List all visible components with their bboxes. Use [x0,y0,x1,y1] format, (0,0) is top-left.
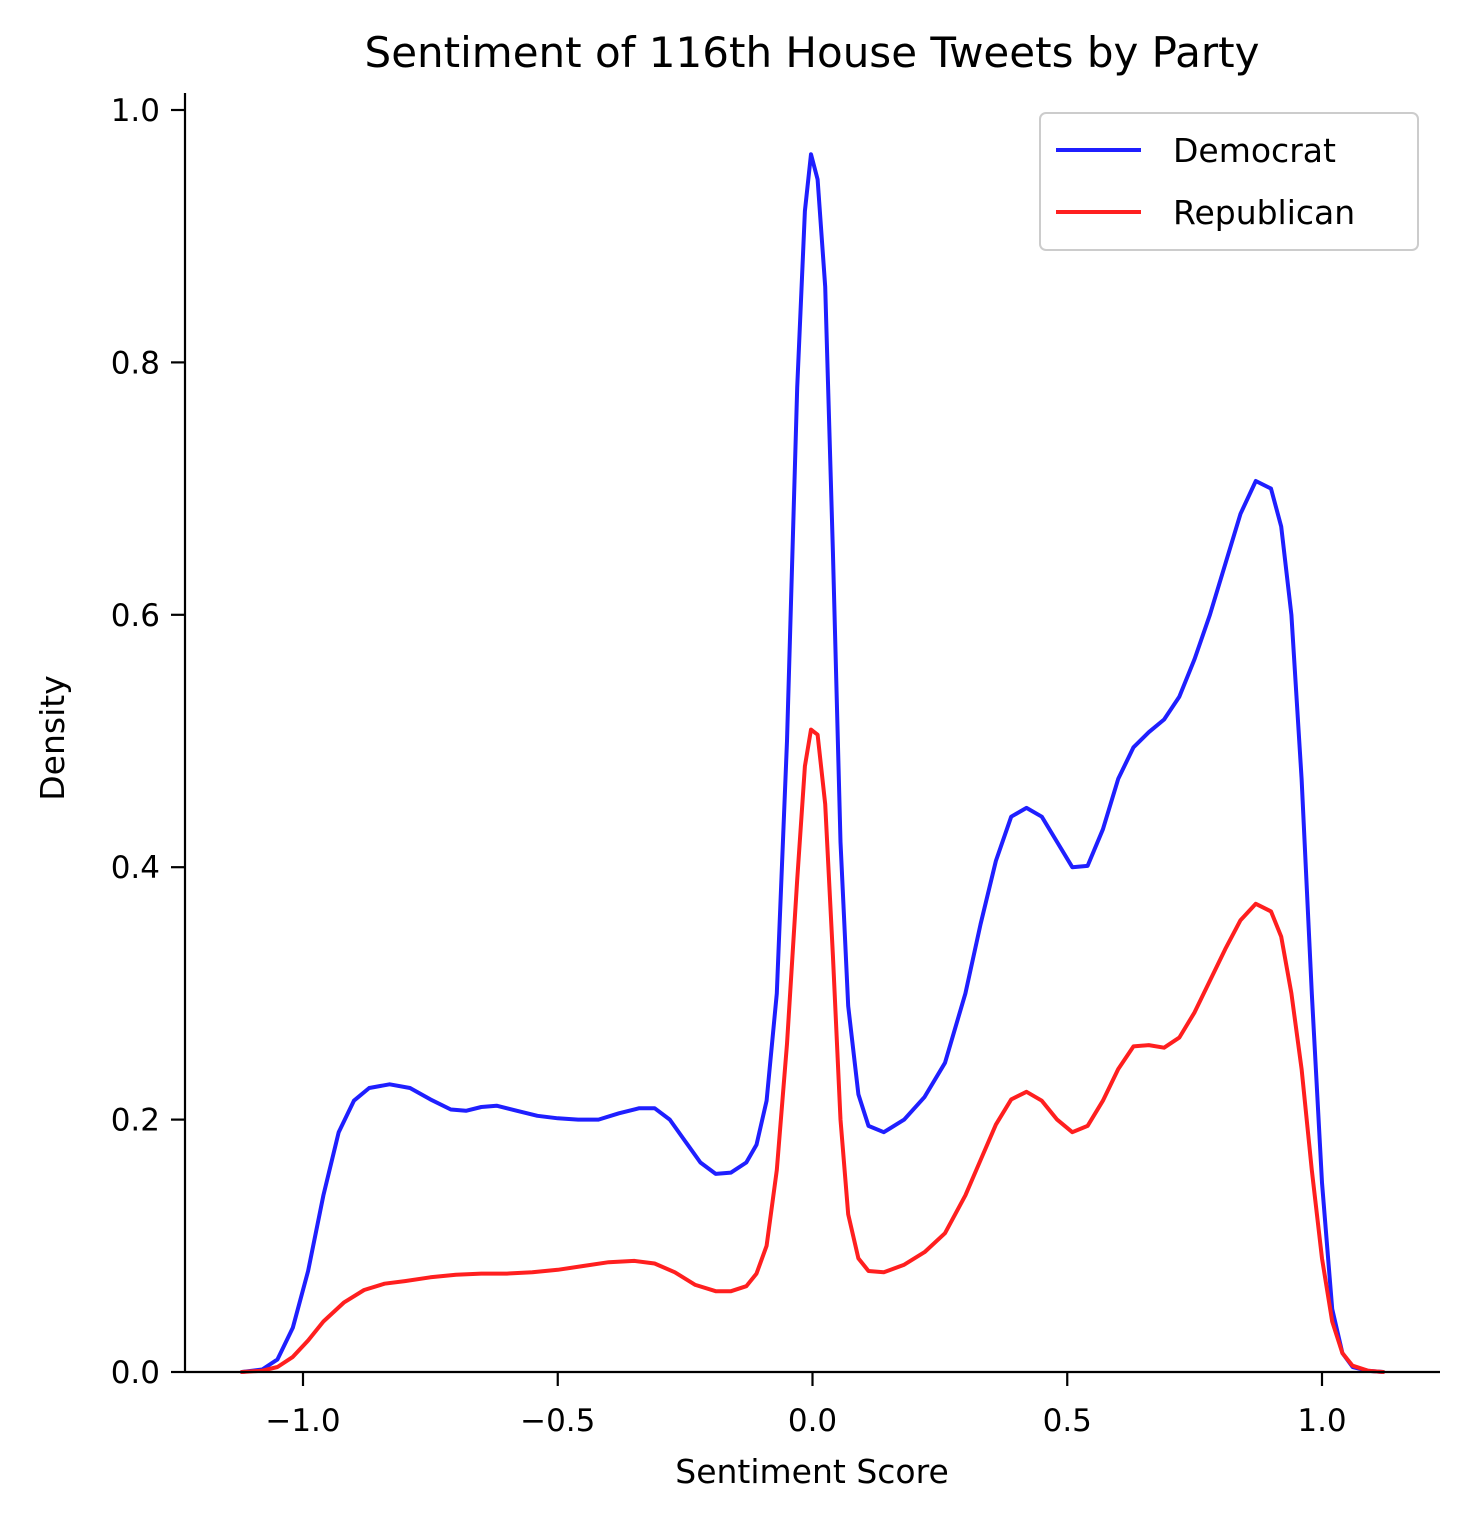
x-axis-ticks: −1.0 −0.5 0.0 0.5 1.0 [265,1372,1347,1439]
y-tick-label: 0.6 [111,598,160,634]
plot-area [239,152,1386,1374]
x-tick-label: −0.5 [520,1403,595,1439]
legend: Democrat Republican [1039,112,1419,251]
legend-box [1039,112,1419,251]
y-tick-label: 0.8 [111,345,160,381]
x-tick-label: 1.0 [1297,1403,1346,1439]
chart-title: Sentiment of 116th House Tweets by Party [365,28,1260,77]
y-tick-label: 0.0 [111,1355,160,1391]
legend-label-republican: Republican [1173,193,1355,232]
x-axis-label: Sentiment Score [675,1452,949,1491]
x-tick-label: −1.0 [265,1403,340,1439]
y-axis-ticks: 0.0 0.2 0.4 0.6 0.8 1.0 [111,93,185,1391]
series-line-democrat [239,152,1386,1374]
x-tick-label: 0.5 [1043,1403,1092,1439]
x-tick-label: 0.0 [788,1403,837,1439]
y-tick-label: 0.4 [111,850,160,886]
y-tick-label: 1.0 [111,93,160,129]
legend-label-democrat: Democrat [1173,131,1336,170]
y-axis-label: Density [33,675,72,800]
y-tick-label: 0.2 [111,1103,160,1139]
series-line-republican [239,727,1386,1374]
